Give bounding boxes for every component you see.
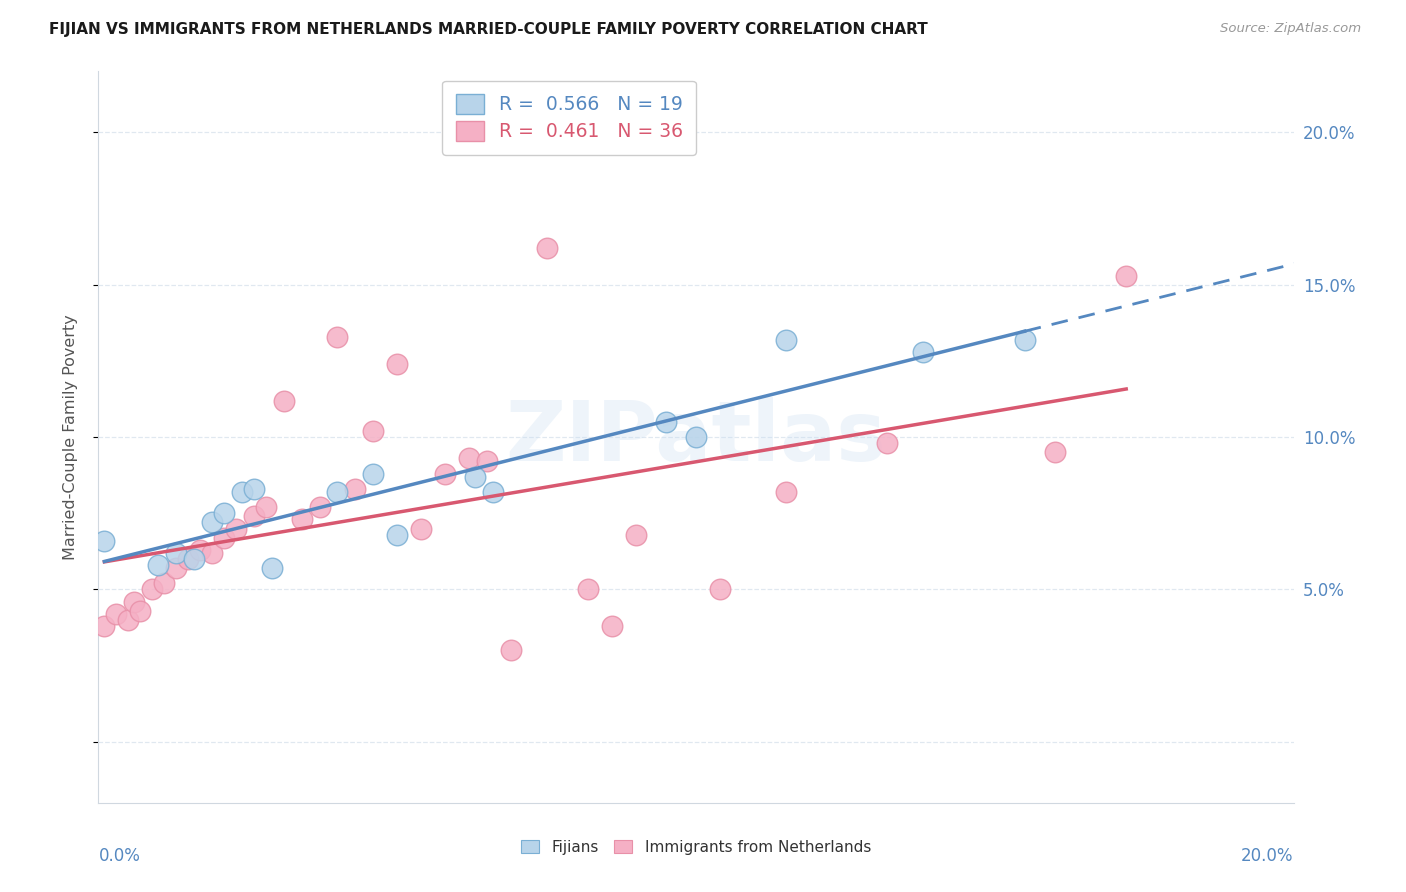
Point — [201, 546, 224, 560]
Point — [201, 516, 224, 530]
Point — [626, 527, 648, 541]
Point — [165, 561, 187, 575]
Point — [117, 613, 139, 627]
Point — [655, 415, 678, 429]
Point — [578, 582, 600, 597]
Point — [411, 521, 433, 535]
Point — [602, 619, 624, 633]
Point — [499, 643, 522, 657]
Point — [385, 527, 409, 541]
Point — [153, 576, 176, 591]
Point — [536, 241, 558, 255]
Point — [308, 500, 330, 515]
Point — [212, 531, 235, 545]
Point — [434, 467, 457, 481]
Point — [124, 594, 146, 608]
Point — [231, 485, 253, 500]
Point — [912, 344, 935, 359]
Point — [385, 357, 409, 371]
Point — [148, 558, 170, 573]
Point — [1115, 268, 1137, 283]
Point — [183, 552, 205, 566]
Legend: Fijians, Immigrants from Netherlands: Fijians, Immigrants from Netherlands — [515, 834, 877, 861]
Text: FIJIAN VS IMMIGRANTS FROM NETHERLANDS MARRIED-COUPLE FAMILY POVERTY CORRELATION : FIJIAN VS IMMIGRANTS FROM NETHERLANDS MA… — [49, 22, 928, 37]
Point — [464, 469, 486, 483]
Point — [212, 506, 235, 520]
Point — [225, 521, 247, 535]
Point — [188, 542, 211, 557]
Point — [709, 582, 731, 597]
Point — [458, 451, 481, 466]
Point — [129, 604, 152, 618]
Text: 0.0%: 0.0% — [98, 847, 141, 864]
Point — [344, 482, 367, 496]
Point — [775, 485, 797, 500]
Point — [363, 424, 385, 438]
Point — [775, 333, 797, 347]
Text: 20.0%: 20.0% — [1241, 847, 1294, 864]
Y-axis label: Married-Couple Family Poverty: Married-Couple Family Poverty — [63, 314, 77, 560]
Point — [363, 467, 385, 481]
Point — [326, 485, 349, 500]
Point — [165, 546, 187, 560]
Point — [291, 512, 314, 526]
Point — [1014, 333, 1036, 347]
Point — [326, 329, 349, 343]
Text: Source: ZipAtlas.com: Source: ZipAtlas.com — [1220, 22, 1361, 36]
Point — [243, 509, 266, 524]
Point — [273, 393, 295, 408]
Point — [93, 619, 115, 633]
Point — [105, 607, 128, 621]
Text: ZIPatlas: ZIPatlas — [506, 397, 886, 477]
Point — [260, 561, 283, 575]
Point — [243, 482, 266, 496]
Point — [254, 500, 277, 515]
Point — [93, 533, 115, 548]
Point — [876, 436, 898, 450]
Point — [685, 430, 707, 444]
Point — [482, 485, 505, 500]
Point — [1043, 445, 1066, 459]
Point — [475, 454, 498, 468]
Point — [141, 582, 163, 597]
Point — [177, 552, 200, 566]
